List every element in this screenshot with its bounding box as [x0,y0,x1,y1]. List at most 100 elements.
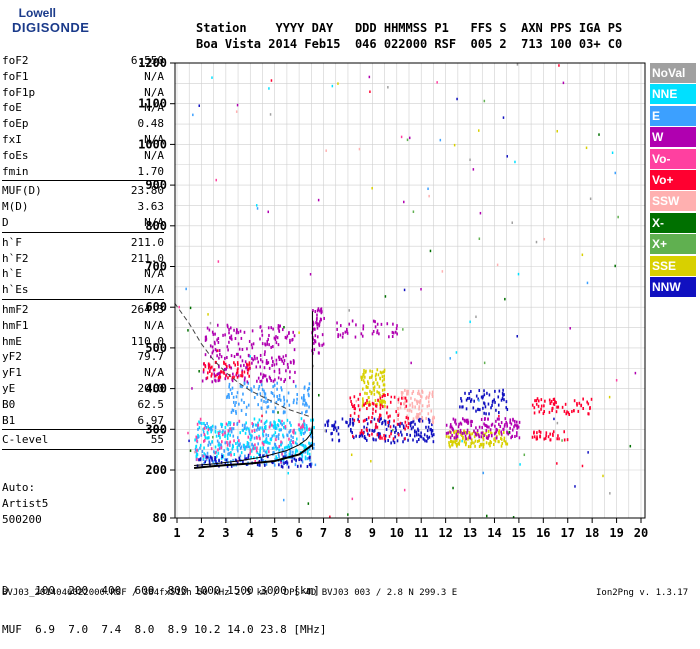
echo-point [246,347,248,351]
echo-point [302,402,304,406]
echo-point [262,446,264,450]
echo-point [261,333,264,337]
echo-point [267,434,270,438]
echo-point [224,333,226,337]
echo-point [629,444,632,448]
echo-point [403,288,406,292]
echo-point [352,434,354,438]
echo-point [237,449,239,453]
echo-point [350,453,353,457]
echo-point [409,403,411,407]
echo-point [563,430,566,434]
echo-point [367,396,370,400]
echo-point [282,455,285,459]
echo-point [425,439,428,443]
echo-point [371,401,374,405]
echo-point [219,436,221,440]
echo-point [543,237,546,241]
echo-point [203,438,206,442]
echo-point [422,437,425,441]
echo-point [571,410,573,414]
echo-point [448,443,451,447]
echo-point [212,349,215,353]
echo-point [393,441,396,445]
echo-point [204,460,206,464]
echo-point [226,396,228,400]
echo-point [582,397,584,401]
echo-point [470,398,473,402]
echo-point [363,425,365,429]
echo-point [449,357,452,360]
echo-point [227,393,230,397]
echo-point [268,87,270,90]
echo-point [405,416,408,420]
echo-point [500,430,502,434]
echo-point [359,392,361,396]
echo-point [390,441,392,445]
echo-point [216,349,219,352]
echo-point [499,425,502,429]
echo-point [258,427,261,431]
echo-point [481,431,484,435]
echo-point [312,308,314,312]
echo-point [293,431,295,435]
echo-point [314,310,317,314]
param-value: N/A [144,366,164,380]
echo-point [402,328,404,331]
echo-point [275,424,277,428]
echo-point [483,389,485,393]
echo-point [384,434,387,438]
echo-point [445,423,448,427]
echo-point [308,382,311,386]
echo-point [367,432,369,436]
echo-point [314,334,317,338]
echo-point [362,402,364,406]
echo-point [199,446,201,450]
echo-point [483,99,486,103]
echo-point [259,450,261,454]
echo-point [248,429,250,433]
echo-point [261,360,264,364]
echo-point [325,149,327,152]
echo-point [451,443,454,447]
echo-point [430,431,433,435]
echo-point [272,360,274,364]
echo-point [240,398,243,402]
echo-point [386,322,389,326]
echo-point [231,408,234,412]
echo-point [291,440,294,444]
echo-point [248,445,251,449]
echo-point [421,390,424,394]
echo-point [366,399,368,403]
echo-point [251,357,253,361]
echo-point [214,451,217,455]
echo-point [214,332,216,336]
param-row-yf1: yF1 N/A [2,365,164,381]
echo-point [218,356,220,360]
echo-point [497,395,500,399]
echo-point [371,370,374,374]
echo-point [232,409,235,413]
echo-point [295,448,297,452]
echo-point [476,439,479,443]
legend-noval: NoVal [650,63,696,83]
echo-point [268,366,271,370]
echo-point [198,426,201,430]
y-tick-label: 500 [145,341,167,355]
echo-point [361,434,364,438]
echo-point [237,460,239,464]
echo-point [368,403,370,407]
echo-point [502,116,505,119]
echo-point [198,370,200,373]
echo-point [280,442,283,446]
echo-point [211,365,213,369]
echo-point [397,407,400,411]
echo-point [240,445,243,449]
echo-point [431,420,434,424]
echo-point [365,428,368,432]
echo-point [233,422,235,426]
echo-point [549,401,552,405]
echo-point [199,421,201,425]
echo-point [247,381,250,385]
echo-point [556,129,558,133]
